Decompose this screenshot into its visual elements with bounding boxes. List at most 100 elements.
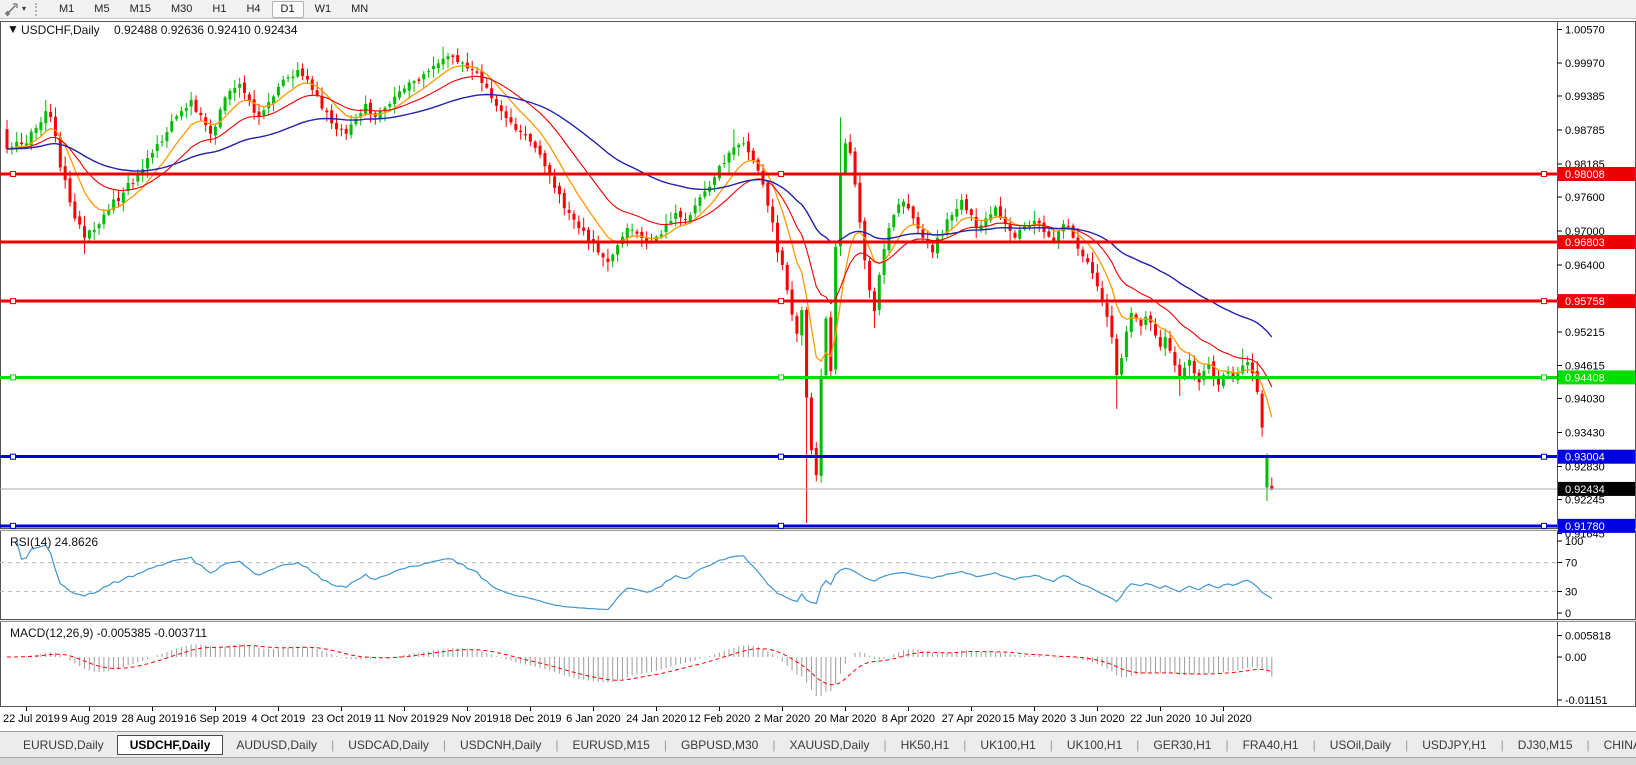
price-badge-0.94408: 0.94408 [1558,370,1635,385]
macd-histogram [11,644,1273,697]
svg-text:22 Jun 2020: 22 Jun 2020 [1130,713,1191,725]
svg-text:10 Jul 2020: 10 Jul 2020 [1195,713,1252,725]
tab-separator: | [1500,737,1504,752]
crosshair-tool-button[interactable]: ▾ [0,1,31,18]
rsi-pane-label: RSI(14) 24.8626 [10,535,98,549]
tab-gbpusdm30[interactable]: GBPUSD,M30 [680,737,759,752]
candles-layer [5,46,1274,524]
price-badge-0.98008: 0.98008 [1558,167,1635,181]
tab-separator: | [1049,737,1053,752]
svg-text:0.98008: 0.98008 [1565,169,1605,181]
toolbar: ▾ M1 M5 M15 M30 H1 H4 D1 W1 MN [0,0,1636,19]
svg-text:0: 0 [1565,608,1571,620]
svg-text:100: 100 [1565,536,1583,548]
timeframe-mn-button[interactable]: MN [351,2,369,15]
ma-medium-line [6,75,1273,388]
timeframe-w1-button[interactable]: W1 [314,2,332,15]
price-badge-0.93004: 0.93004 [1558,449,1635,464]
tab-separator: | [1225,737,1229,752]
svg-text:24 Jan 2020: 24 Jan 2020 [626,713,687,725]
svg-text:0.94030: 0.94030 [1565,394,1605,406]
svg-text:18 Dec 2019: 18 Dec 2019 [499,713,561,725]
svg-text:8 Apr 2020: 8 Apr 2020 [882,713,935,725]
tab-separator: | [331,737,335,752]
tab-hk50h1[interactable]: HK50,H1 [900,737,950,752]
tab-usdcaddaily[interactable]: USDCAD,Daily [348,737,429,752]
svg-text:28 Aug 2019: 28 Aug 2019 [121,713,183,725]
svg-text:0.92245: 0.92245 [1565,495,1605,507]
svg-text:29 Nov 2019: 29 Nov 2019 [436,713,498,725]
hline-0.94408[interactable] [0,374,1557,381]
tab-usoildaily[interactable]: USOil,Daily [1329,737,1392,752]
hline-0.95758[interactable] [0,298,1557,305]
tab-separator: | [963,737,967,752]
timeframe-m30-button[interactable]: M30 [170,2,193,15]
moving-averages-layer [6,65,1273,418]
tab-china300h4[interactable]: CHINA300,H4 [1603,737,1636,752]
macd-pane-label: MACD(12,26,9) -0.005385 -0.003711 [10,626,208,640]
status-strip [0,757,1636,765]
svg-text:0.005818: 0.005818 [1565,630,1611,642]
tab-separator: | [883,737,887,752]
tab-usdcnhdaily[interactable]: USDCNH,Daily [460,737,542,752]
timeframe-h4-button[interactable]: H4 [246,2,261,15]
indicator-layer [0,540,1557,697]
tab-separator: | [1586,737,1590,752]
tab-usdjpyh1[interactable]: USDJPY,H1 [1422,737,1487,752]
title-collapse-caret-icon[interactable]: ▼ [7,22,19,36]
svg-text:0.99385: 0.99385 [1565,91,1605,103]
svg-text:0.97000: 0.97000 [1565,226,1605,238]
timeframe-m1-button[interactable]: M1 [59,2,75,15]
tab-separator: | [663,737,667,752]
svg-text:0.93430: 0.93430 [1565,428,1605,440]
timeframe-h1-button[interactable]: H1 [212,2,227,15]
tab-separator: | [1136,737,1140,752]
svg-text:11 Nov 2019: 11 Nov 2019 [374,713,436,725]
svg-text:2 Mar 2020: 2 Mar 2020 [755,713,811,725]
svg-text:0.96400: 0.96400 [1565,260,1605,272]
rsi-line [16,540,1273,611]
tab-uk100h1[interactable]: UK100,H1 [1066,737,1123,752]
svg-text:1.00570: 1.00570 [1565,24,1605,36]
hline-0.91780[interactable] [0,522,1557,529]
timeframe-m5-button[interactable]: M5 [94,2,110,15]
svg-text:3 Jun 2020: 3 Jun 2020 [1070,713,1124,725]
svg-text:0.98785: 0.98785 [1565,125,1605,137]
crosshair-tool-icon [4,3,18,16]
tab-audusddaily[interactable]: AUDUSD,Daily [236,737,318,752]
svg-text:0.97600: 0.97600 [1565,192,1605,204]
svg-text:0.99970: 0.99970 [1565,58,1605,70]
tab-dj30m15[interactable]: DJ30,M15 [1517,737,1573,752]
svg-text:27 Apr 2020: 27 Apr 2020 [942,713,1001,725]
tab-eurusddaily[interactable]: EURUSD,Daily [23,737,104,752]
tab-eurusdm15[interactable]: EURUSD,M15 [572,737,650,752]
timeframe-d1-button[interactable]: D1 [271,0,304,18]
time-axis[interactable]: 22 Jul 2019 9 Aug 2019 28 Aug 2019 16 Sep 2… [3,707,1252,725]
tab-separator: | [1405,737,1409,752]
svg-text:23 Oct 2019: 23 Oct 2019 [311,713,371,725]
timeframe-m15-button[interactable]: M15 [129,2,151,15]
dropdown-caret-icon[interactable]: ▾ [22,4,27,13]
timeframe-buttons: M1 M5 M15 M30 H1 H4 D1 W1 MN [50,0,377,18]
hline-0.93004[interactable] [0,453,1557,460]
chart-window[interactable]: 1.00570 0.99970 0.99385 0.98785 0.98185 0.976… [0,19,1636,731]
price-lines-layer[interactable] [0,171,1557,529]
hline-0.98008[interactable] [0,171,1557,177]
svg-text:0.93004: 0.93004 [1565,452,1605,464]
svg-text:0.95215: 0.95215 [1565,327,1605,339]
svg-text:9 Aug 2019: 9 Aug 2019 [62,713,118,725]
tab-xauusddaily[interactable]: XAUUSD,Daily [789,737,870,752]
svg-text:30: 30 [1565,586,1577,598]
tab-ger30h1[interactable]: GER30,H1 [1153,737,1212,752]
svg-text:15 May 2020: 15 May 2020 [1003,713,1067,725]
chart-canvas[interactable]: 1.005700.999700.993850.987850.981850.976… [0,19,1636,731]
tab-uk100h1[interactable]: UK100,H1 [980,737,1036,752]
tab-usdchfdaily[interactable]: USDCHF,Daily [116,734,224,755]
svg-text:0.96803: 0.96803 [1565,237,1605,249]
svg-text:6 Jan 2020: 6 Jan 2020 [566,713,620,725]
tab-fra40h1[interactable]: FRA40,H1 [1242,737,1299,752]
price-axis[interactable]: 1.005700.999700.993850.987850.981850.976… [1557,24,1635,707]
ma-slow-line [6,93,1273,338]
tab-separator: | [442,737,446,752]
